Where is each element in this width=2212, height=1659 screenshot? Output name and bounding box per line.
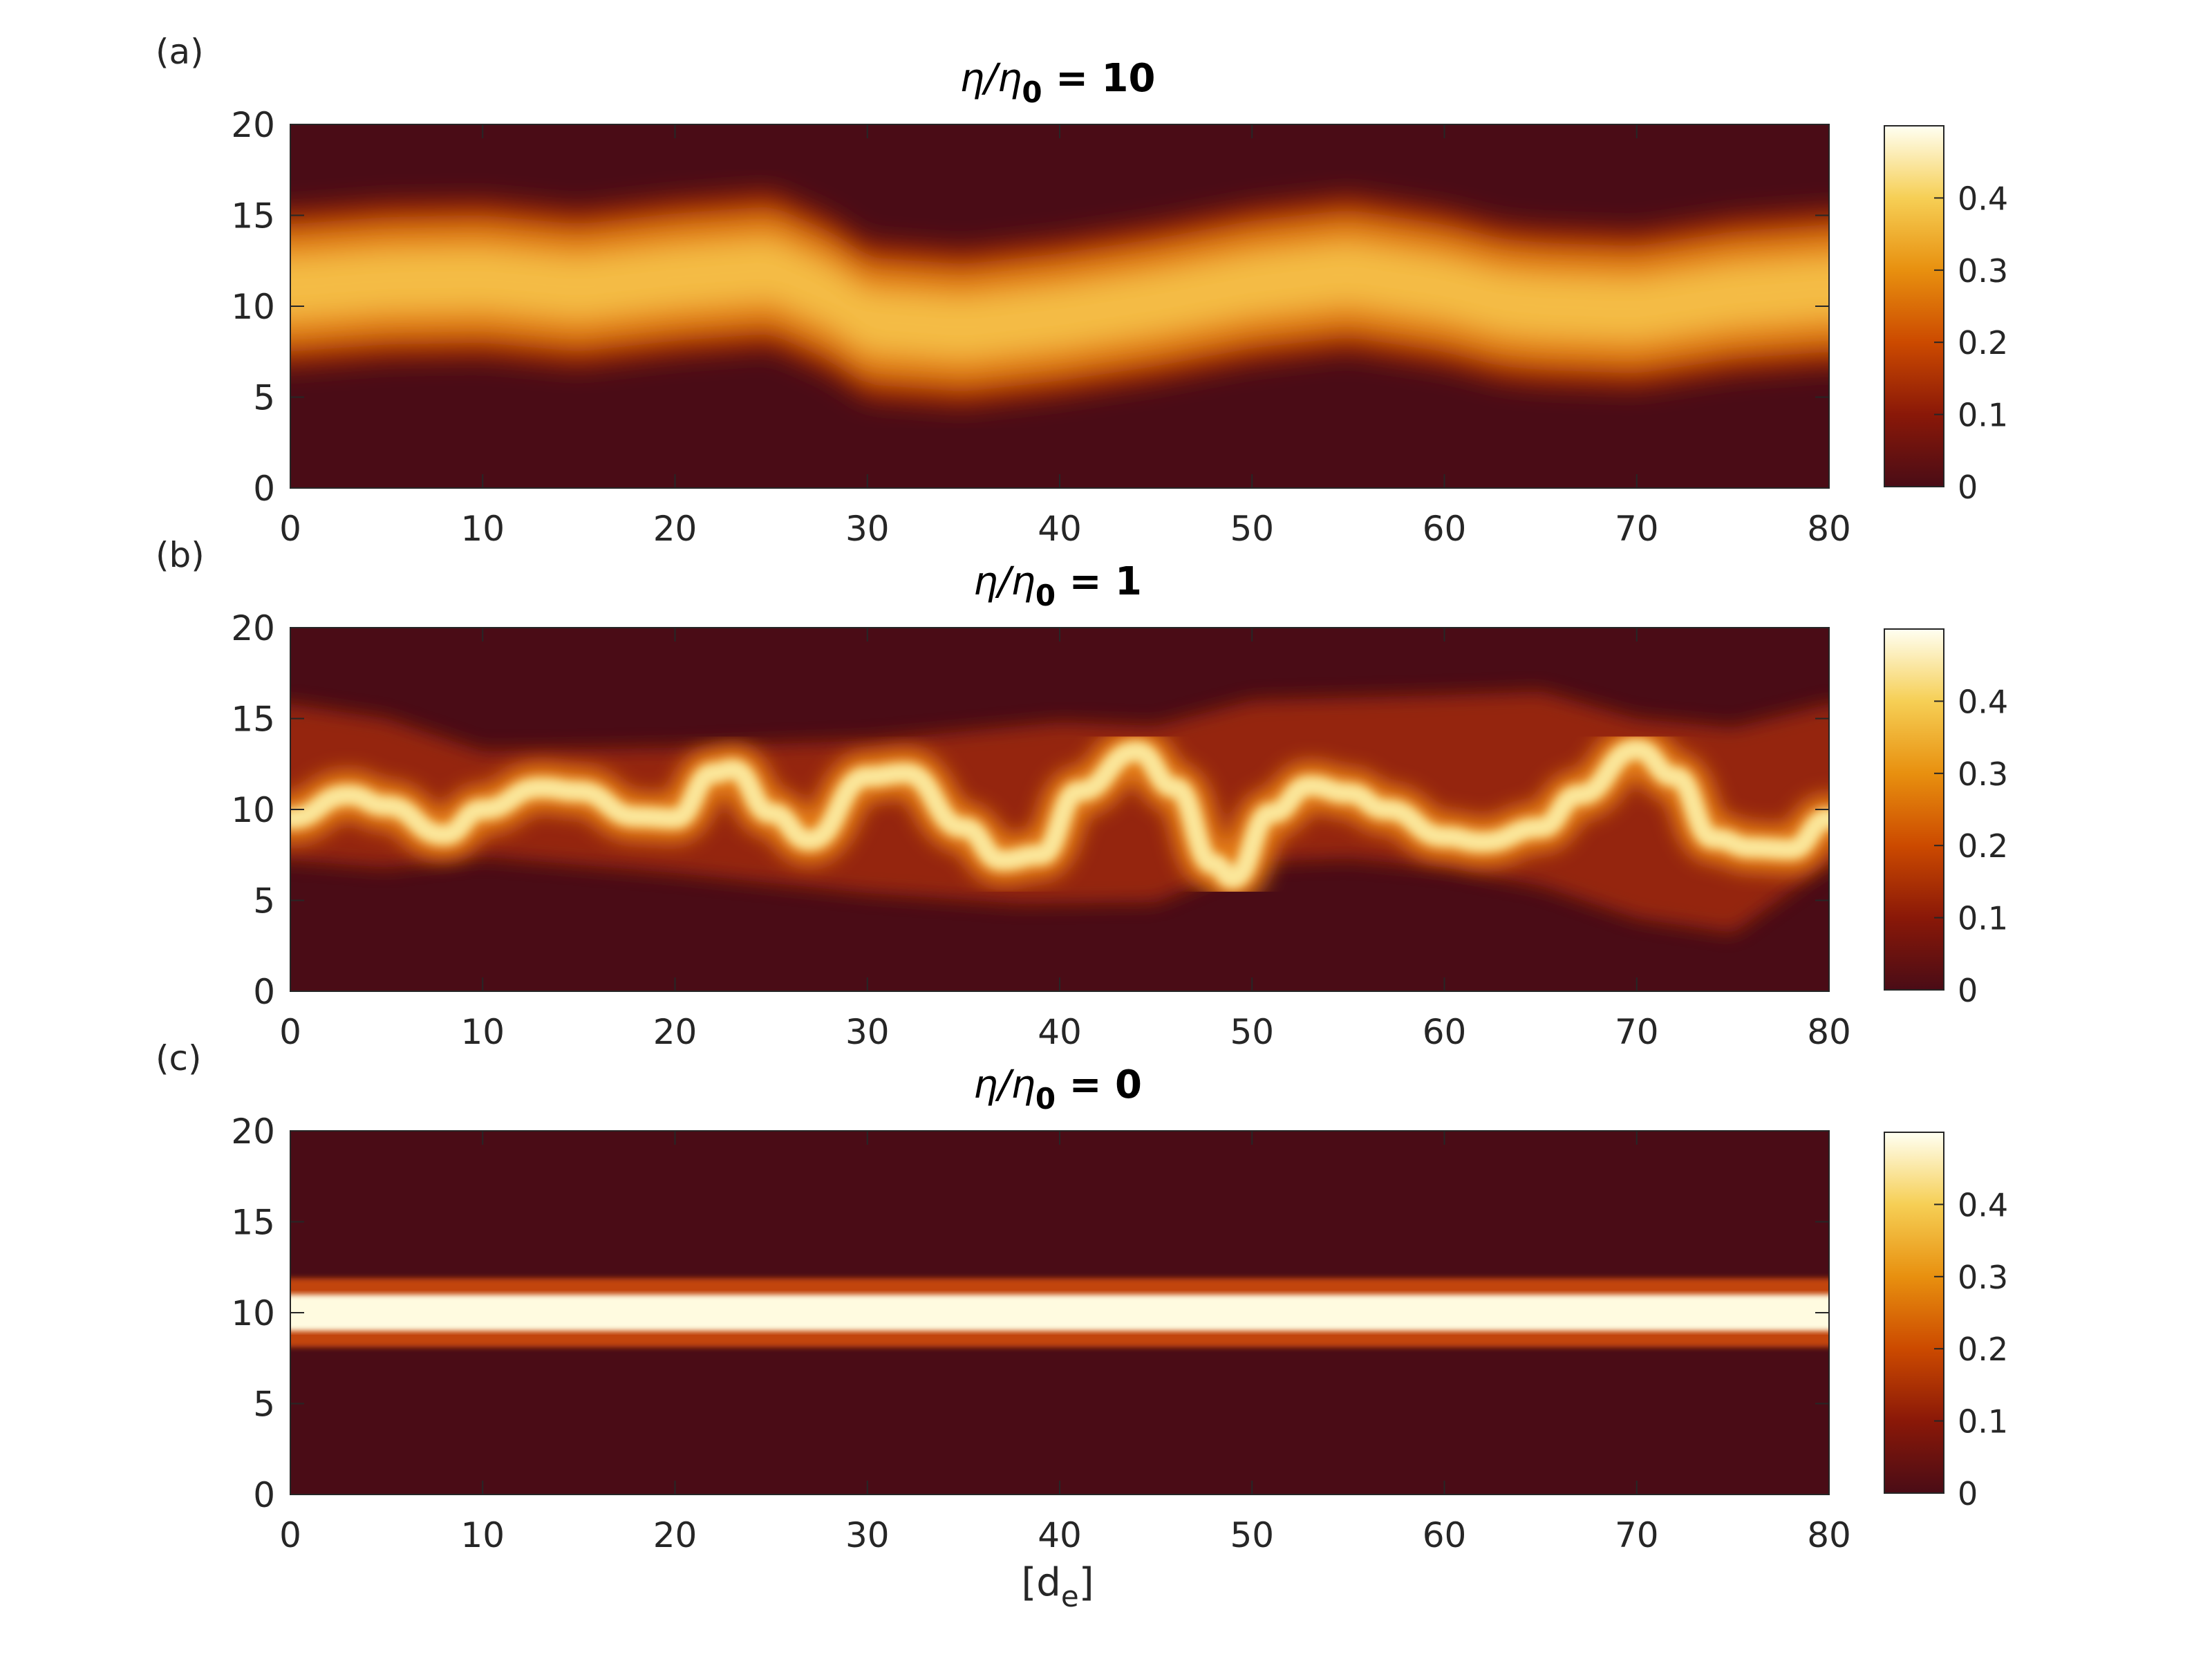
- y-tick-label: 20: [231, 1112, 275, 1152]
- panel-b-title: η/η0 = 1: [973, 559, 1142, 612]
- colorbar-tick-label: 0.2: [1958, 1331, 2008, 1368]
- panel-a-band-core: [290, 241, 1829, 357]
- x-tick-label: 10: [460, 1515, 505, 1555]
- panel-a-title-sub: 0: [1022, 75, 1042, 109]
- y-tick-label: 10: [231, 790, 275, 830]
- x-tick-label: 60: [1423, 1012, 1467, 1052]
- panel-b: (b) η/η0 = 1 0 10 20 30 40 50 60 70 80 05101520 …: [156, 535, 2008, 1052]
- y-tick-label: 5: [253, 1385, 275, 1425]
- panel-a-title: η/η0 = 10: [960, 56, 1156, 109]
- panel-c-title-sub: 0: [1035, 1082, 1056, 1116]
- x-tick-label: 20: [653, 1012, 697, 1052]
- x-tick-label: 20: [653, 1515, 697, 1555]
- panel-c-title-main: η/η: [973, 1062, 1035, 1107]
- panel-a: (a) η/η0 = 10 0 10 20 30 40 50 60 70 80 05101520…: [156, 32, 2008, 549]
- colorbar-tick-label: 0.1: [1958, 900, 2008, 937]
- y-tick-label: 0: [253, 972, 275, 1012]
- x-tick-label: 0: [279, 1515, 301, 1555]
- panel-b-title-sub: 0: [1035, 579, 1056, 612]
- x-tick-label: 50: [1230, 1515, 1274, 1555]
- y-tick-label: 0: [253, 469, 275, 509]
- x-tick-label: 50: [1230, 1012, 1274, 1052]
- panel-b-colorbar-ticks: 0 0.1 0.2 0.3 0.4: [1934, 683, 2008, 1009]
- x-tick-label: 70: [1615, 1515, 1659, 1555]
- x-tick-label: 40: [1038, 1012, 1082, 1052]
- colorbar-tick-label: 0.3: [1958, 756, 2008, 793]
- panel-a-heatmap: [290, 191, 1829, 407]
- x-tick-label: 70: [1615, 1012, 1659, 1052]
- x-tick-label: 30: [845, 1012, 890, 1052]
- panel-c-label: (c): [156, 1038, 202, 1078]
- y-tick-label: 15: [231, 700, 275, 740]
- colorbar-tick-label: 0: [1958, 1475, 1978, 1512]
- panel-b-x-axis: 0 10 20 30 40 50 60 70 80: [279, 628, 1851, 1052]
- panel-b-strand: [290, 739, 1829, 889]
- y-tick-label: 20: [231, 105, 275, 145]
- colorbar-tick-label: 0.4: [1958, 180, 2008, 217]
- panel-c-colorbar: [1884, 1132, 1944, 1494]
- x-tick-label: 30: [845, 1515, 890, 1555]
- panel-b-title-value: = 1: [1056, 559, 1142, 604]
- x-tick-label: 80: [1807, 1012, 1851, 1052]
- x-axis-label-sub: e: [1061, 1580, 1079, 1613]
- colorbar-tick-label: 0.2: [1958, 324, 2008, 362]
- x-tick-label: 10: [460, 509, 505, 549]
- x-tick-label: 80: [1807, 509, 1851, 549]
- x-tick-label: 0: [279, 509, 301, 549]
- y-tick-label: 5: [253, 378, 275, 418]
- colorbar-tick-label: 0.2: [1958, 827, 2008, 865]
- y-tick-label: 10: [231, 287, 275, 327]
- panel-b-y-axis: 0 5 10 15 20: [231, 608, 1829, 1012]
- panel-a-y-axis: 0 5 10 15 20: [231, 105, 1829, 509]
- colorbar-tick-label: 0.4: [1958, 1186, 2008, 1224]
- x-axis-label-main: [d: [1021, 1560, 1060, 1605]
- panel-a-x-axis: 0 10 20 30 40 50 60 70 80: [279, 124, 1851, 549]
- x-axis-label: [de]: [1021, 1560, 1094, 1613]
- colorbar-tick-label: 0.4: [1958, 683, 2008, 720]
- panel-c: (c) η/η0 = 0 0 10 20 30 40 50 60 70 80 05101520 …: [156, 1038, 2008, 1613]
- y-tick-label: 0: [253, 1475, 275, 1515]
- x-tick-label: 30: [845, 509, 890, 549]
- x-tick-label: 70: [1615, 509, 1659, 549]
- x-tick-label: 80: [1807, 1515, 1851, 1555]
- panel-b-label: (b): [156, 535, 205, 575]
- panel-a-label: (a): [156, 32, 204, 72]
- y-tick-label: 20: [231, 608, 275, 648]
- colorbar-tick-label: 0: [1958, 972, 1978, 1009]
- colorbar-tick-label: 0: [1958, 469, 1978, 506]
- x-tick-label: 40: [1038, 509, 1082, 549]
- panel-c-heatmap: [290, 1278, 1829, 1347]
- panel-c-band-core: [290, 1294, 1829, 1331]
- x-tick-label: 60: [1423, 1515, 1467, 1555]
- colorbar-tick-label: 0.1: [1958, 397, 2008, 434]
- y-tick-label: 10: [231, 1293, 275, 1333]
- x-axis-label-close: ]: [1079, 1560, 1094, 1605]
- x-tick-label: 50: [1230, 509, 1274, 549]
- x-tick-label: 20: [653, 509, 697, 549]
- y-tick-label: 5: [253, 881, 275, 921]
- panel-b-heatmap: [290, 691, 1829, 933]
- x-tick-label: 60: [1423, 509, 1467, 549]
- panel-c-y-axis: 0 5 10 15 20: [231, 1112, 1829, 1515]
- x-tick-label: 0: [279, 1012, 301, 1052]
- y-tick-label: 15: [231, 196, 275, 236]
- panel-c-title: η/η0 = 0: [973, 1062, 1142, 1116]
- panel-c-colorbar-ticks: 0 0.1 0.2 0.3 0.4: [1934, 1186, 2008, 1512]
- colorbar-tick-label: 0.3: [1958, 1259, 2008, 1296]
- panel-b-colorbar: [1884, 628, 1944, 991]
- panel-a-title-value: = 10: [1042, 56, 1156, 101]
- x-tick-label: 40: [1038, 1515, 1082, 1555]
- panel-a-colorbar-ticks: 0 0.1 0.2 0.3 0.4: [1934, 180, 2008, 506]
- colorbar-tick-label: 0.3: [1958, 252, 2008, 290]
- x-tick-label: 10: [460, 1012, 505, 1052]
- y-tick-label: 15: [231, 1203, 275, 1243]
- colorbar-tick-label: 0.1: [1958, 1403, 2008, 1441]
- panel-a-title-main: η/η: [960, 56, 1022, 101]
- panel-c-title-value: = 0: [1056, 1062, 1142, 1107]
- panel-a-colorbar: [1884, 125, 1944, 487]
- panel-c-x-axis: 0 10 20 30 40 50 60 70 80: [279, 1131, 1851, 1555]
- panel-b-title-main: η/η: [973, 559, 1035, 604]
